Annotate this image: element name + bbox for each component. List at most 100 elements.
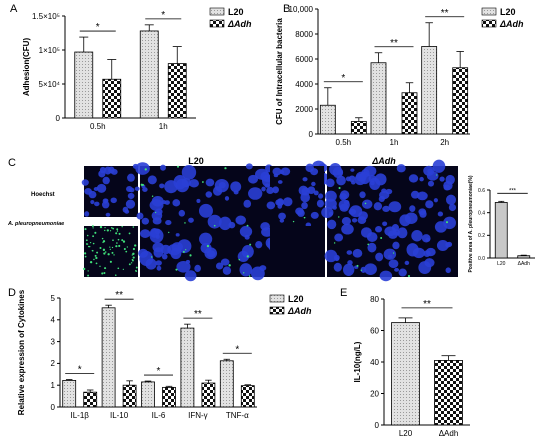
y-axis-label: CFU of Intracellular bacteria [275,18,284,125]
nucleus [239,225,253,238]
bacterium [109,260,112,263]
nucleus [352,248,363,258]
nucleus [178,209,186,217]
nucleus [394,267,400,272]
nucleus [410,190,420,199]
bacterium [115,232,118,235]
nucleus [399,214,411,227]
nucleus [283,197,293,207]
nucleus [88,190,97,199]
y-tick-label: 2000 [295,105,313,114]
hoechst-l20-small [81,163,140,217]
nucleus [316,199,324,208]
nucleus [425,200,434,209]
panel-label: C [8,157,16,169]
y-tick-label: 0.0 [478,256,485,262]
bacterium [99,247,102,250]
bacterium [92,227,94,229]
nucleus [367,242,377,253]
y-tick-label: 1.5×10⁵ [32,12,60,21]
nucleus [214,178,229,193]
nucleus [94,201,100,207]
nucleus [172,199,181,207]
bacterium [91,249,94,252]
legend-swatch-l20 [269,294,285,303]
bacterium [84,252,87,255]
nucleus [324,198,337,210]
y-tick-label: 0 [375,421,380,430]
nucleus [250,266,265,281]
apl-l20-small [82,225,138,277]
bacterium [109,248,111,250]
bacterium [128,232,131,235]
y-tick-label: 60 [370,326,379,335]
nucleus [255,240,263,249]
nucleus [427,180,435,187]
nucleus [364,263,377,275]
row-label: Hoechst [31,192,55,198]
nucleus [222,266,232,275]
x-tick-label: 2h [440,138,449,147]
panel-b: B 0 2000 4000 6000 8000 10,000 CFU of Intracell… [275,3,524,147]
significance-mark: * [96,22,100,33]
bacterium [85,239,88,242]
y-axis-label: Relative expression of Cytokines [17,289,26,415]
bar [434,360,463,426]
nucleus [419,176,424,182]
nucleus [160,244,172,255]
bacterium [131,262,133,264]
bacterium [118,244,121,248]
legend-label: ΔAdh [287,306,312,316]
nucleus [341,217,351,226]
bacterium [111,246,114,249]
nucleus [244,234,250,240]
significance-mark: * [235,344,239,355]
y-tick-label: 10,000 [289,5,314,14]
significance-mark: * [157,366,161,377]
nucleus [311,181,316,187]
bar-l20 [101,307,116,408]
nucleus [141,217,150,225]
nucleus [164,180,178,194]
bacterium [135,266,138,269]
bacterium [104,267,107,270]
nucleus [361,199,373,209]
bacterium [109,246,111,248]
nucleus [260,222,270,231]
nucleus [126,185,133,193]
nucleus [279,169,285,175]
nucleus [339,203,349,212]
bar-dadh [122,384,137,408]
merged-l20 [135,160,330,282]
nucleus [167,244,182,256]
bacterium [367,243,370,246]
significance-mark: * [78,365,82,376]
nucleus [434,221,447,233]
bacterium [85,243,88,245]
nucleus [176,260,191,273]
nucleus [349,205,363,218]
legend-label: L20 [228,7,244,17]
bacterium [380,237,383,239]
nucleus [374,173,387,186]
nucleus [409,205,416,212]
nucleus [381,188,387,194]
bacterium [126,246,128,248]
bacterium [109,230,112,232]
bar-l20 [141,381,155,408]
bacterium [249,243,252,246]
bar-dadh [167,63,187,119]
image-background [84,226,138,277]
nucleus [432,159,446,173]
nucleus [155,260,162,266]
nucleus [375,252,384,262]
bacterium [112,227,115,230]
nucleus [437,211,444,217]
bar-dadh [102,78,122,119]
nucleus [134,186,140,191]
y-tick-label: 20 [370,389,379,398]
hoechst-dadh-small [266,163,324,220]
y-tick-label: 0.2 [478,233,485,239]
nucleus [105,212,111,217]
